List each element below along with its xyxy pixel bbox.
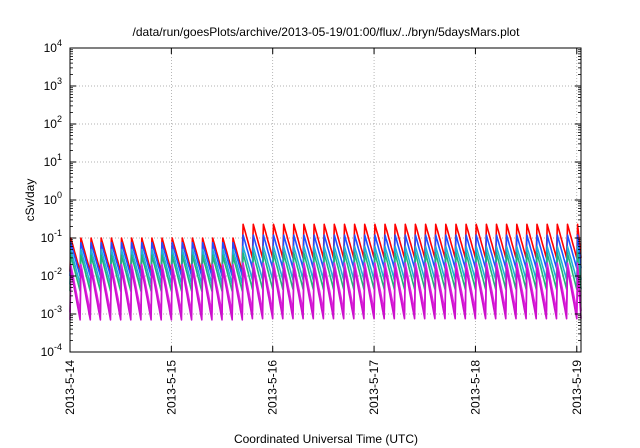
series-line <box>69 252 582 292</box>
y-axis-label: cSv/day <box>23 179 37 222</box>
x-tick-label: 2013-5-18 <box>468 360 482 415</box>
series-line <box>69 245 582 286</box>
series-line <box>69 267 582 321</box>
series-line <box>69 234 582 277</box>
x-tick-label: 2013-5-19 <box>570 360 584 415</box>
ticks <box>69 47 581 353</box>
y-tick-label: 104 <box>44 38 62 55</box>
y-tick-label: 10-2 <box>41 266 62 283</box>
x-tick-label: 2013-5-14 <box>63 360 77 415</box>
x-tick-label: 2013-5-17 <box>367 360 381 415</box>
x-tick-label: 2013-5-15 <box>164 360 178 415</box>
x-tick-label: 2013-5-16 <box>266 360 280 415</box>
y-tick-label: 100 <box>44 190 62 207</box>
series-line <box>69 262 582 314</box>
y-tick-label: 10-3 <box>41 304 62 321</box>
x-axis-label: Coordinated Universal Time (UTC) <box>234 432 418 446</box>
series-group <box>69 223 582 321</box>
tick-labels: 10-4 10-3 10-2 10-1 100 101 102 103 104 2013-5-14… <box>41 38 584 415</box>
y-tick-label: 10-1 <box>41 228 62 245</box>
y-tick-label: 103 <box>44 76 62 93</box>
series-line <box>69 223 582 273</box>
chart-title: /data/run/goesPlots/archive/2013-05-19/0… <box>133 25 521 39</box>
y-tick-label: 102 <box>44 114 62 131</box>
y-tick-label: 101 <box>44 152 62 169</box>
y-tick-label: 10-4 <box>41 342 62 359</box>
